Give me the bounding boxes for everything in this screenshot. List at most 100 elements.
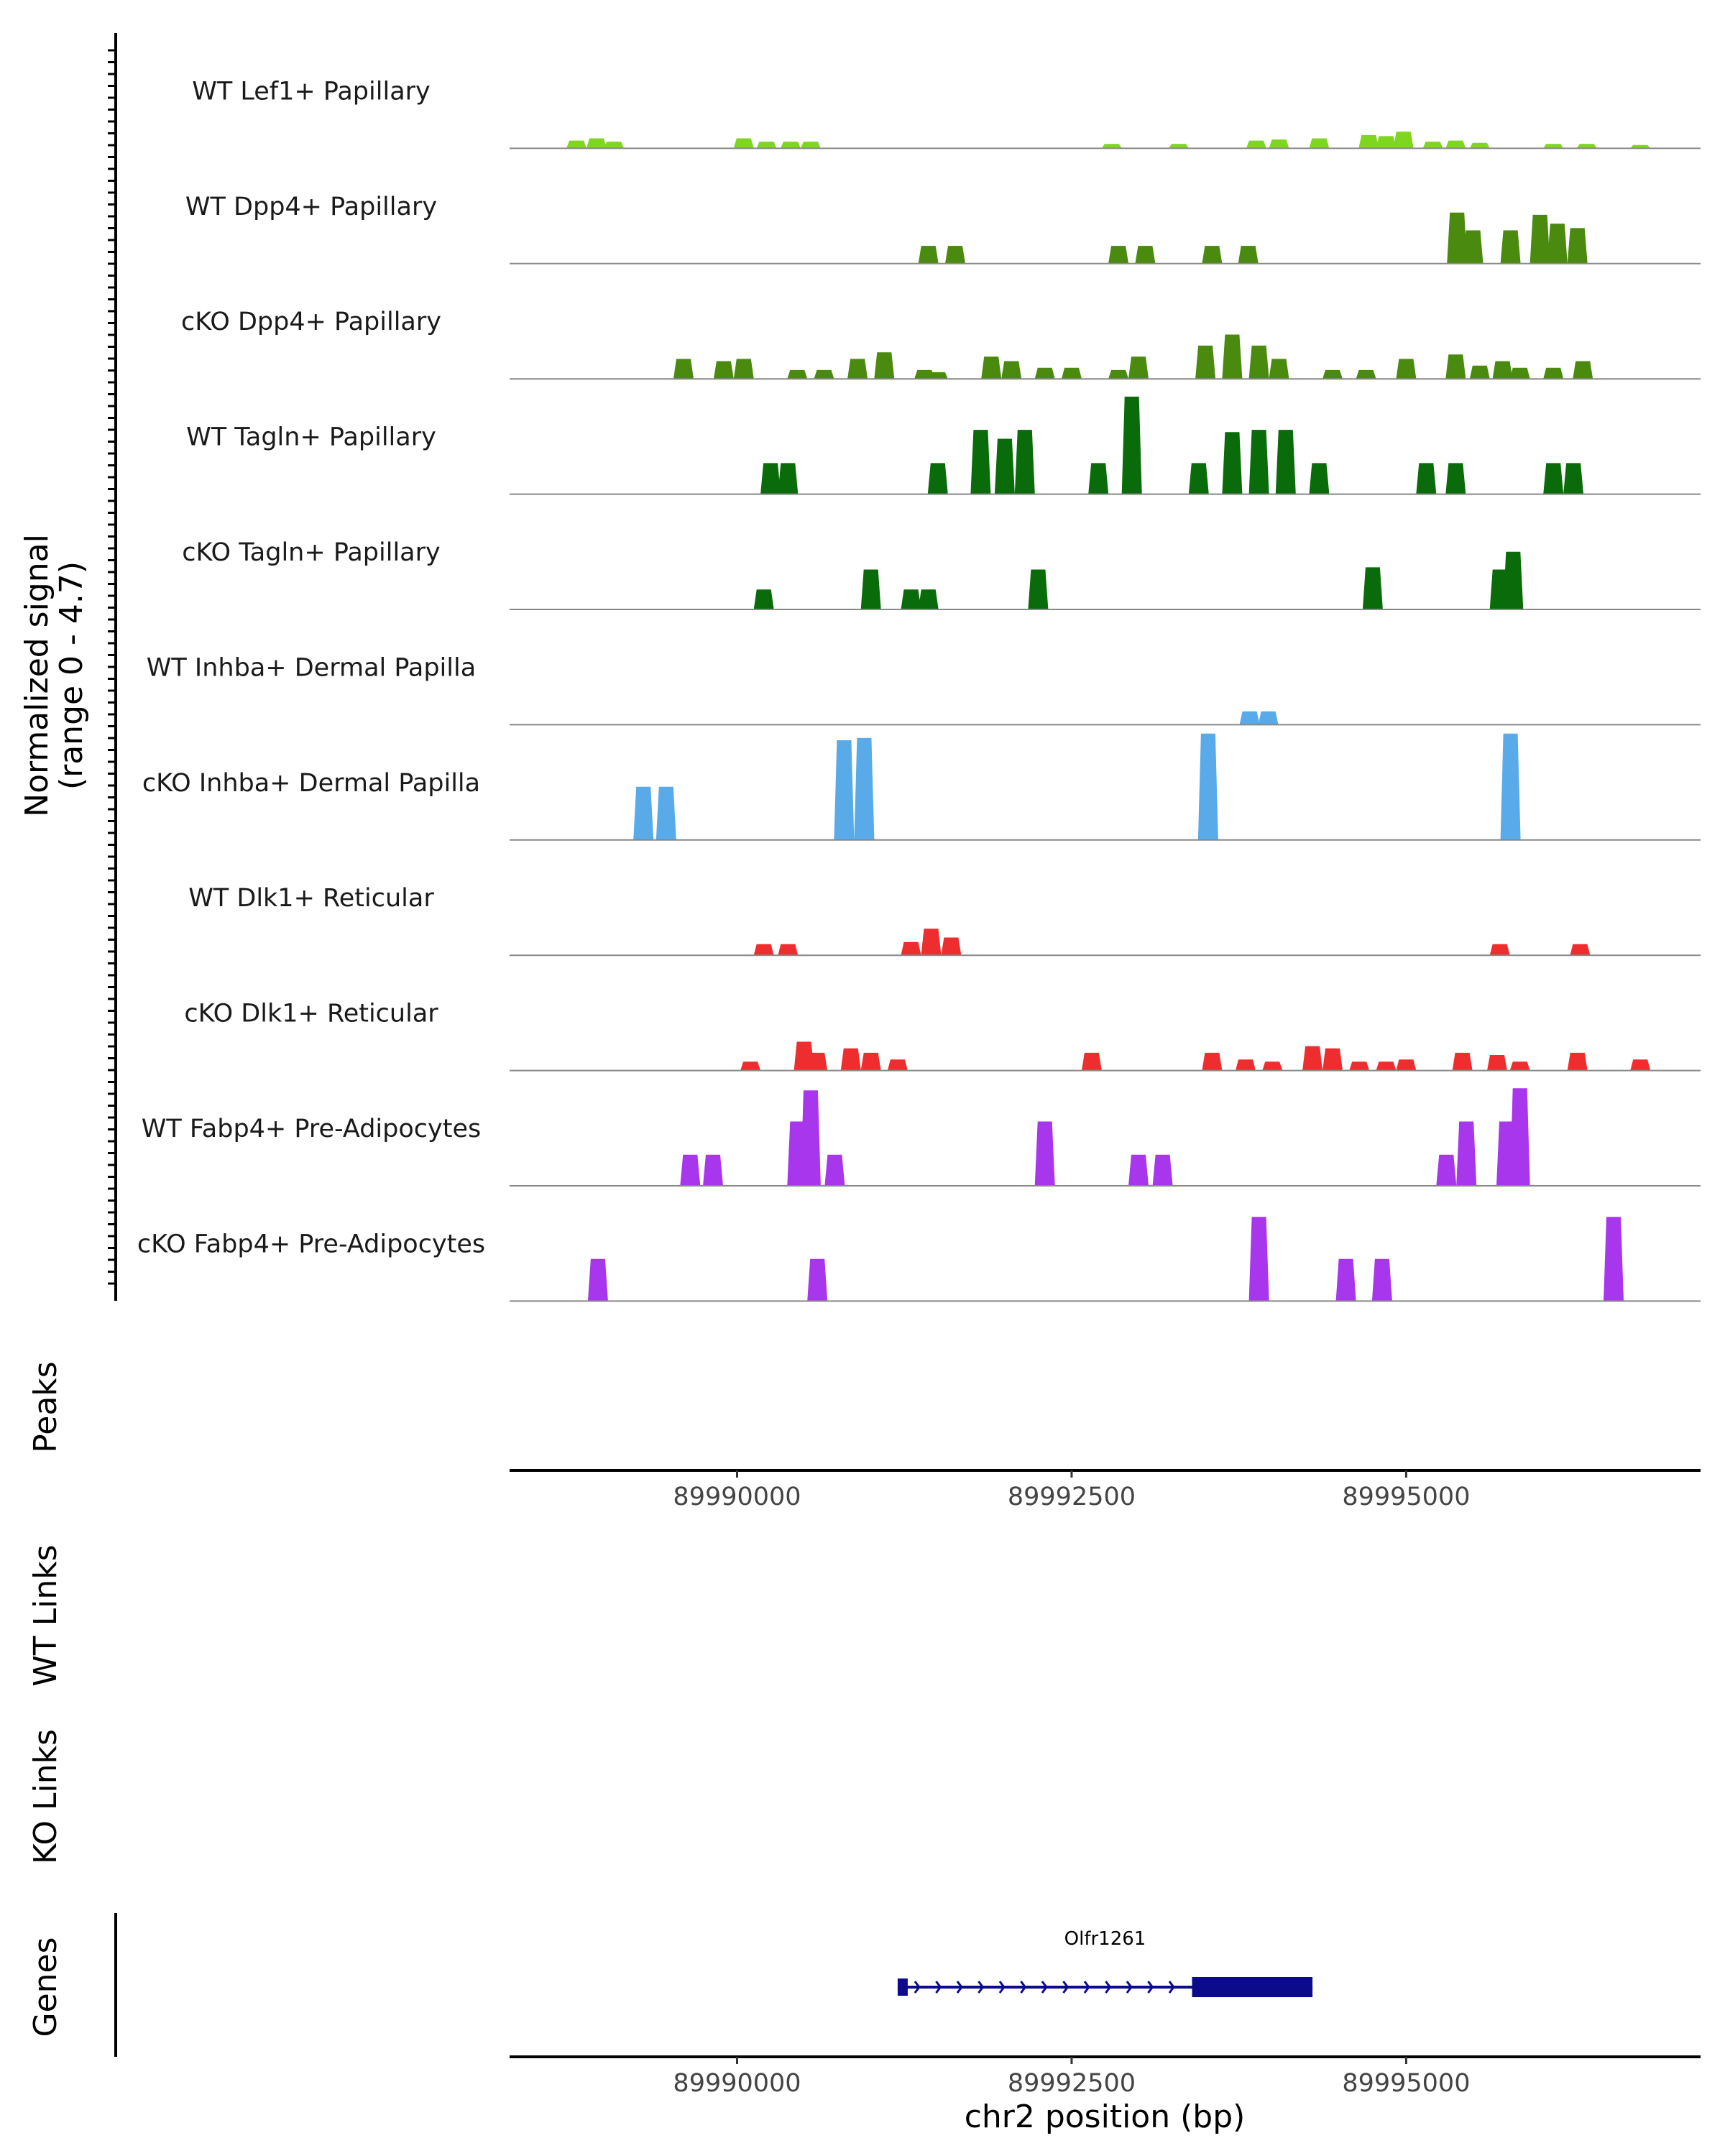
coverage-peak [1371, 1258, 1392, 1302]
coverage-peak [1197, 733, 1218, 840]
coverage-peak [1445, 354, 1466, 379]
gene-utr-exon [897, 1978, 908, 1996]
coverage-peak [1028, 569, 1049, 609]
track-label: WT Tagln+ Papillary [186, 423, 436, 452]
strand-arrow [978, 1981, 985, 1994]
coverage-peak [587, 1258, 608, 1302]
coverage-peak [860, 1052, 881, 1071]
coverage-peak [1567, 1052, 1588, 1071]
strand-arrow [1168, 1981, 1175, 1994]
x-axis-title: chr2 position (bp) [965, 2099, 1246, 2135]
strand-arrow [1105, 1981, 1112, 1994]
coverage-peak [1500, 230, 1521, 264]
coverage-peak [781, 142, 801, 149]
track-2: WT Dpp4+ Papillary [185, 193, 1701, 264]
coverage-peak [1463, 230, 1484, 264]
coverage-peak [1604, 1217, 1624, 1302]
coverage-peak [1445, 463, 1466, 494]
coverage-peak [1492, 361, 1513, 379]
coverage-peak [1543, 367, 1564, 379]
coverage-peak [1469, 142, 1490, 149]
coverage-peak [1062, 367, 1082, 379]
coverage-peak [927, 372, 948, 379]
strand-arrow [1041, 1981, 1048, 1994]
coverage-peak [800, 142, 821, 149]
coverage-peak [927, 463, 948, 494]
coverage-peak [1530, 214, 1550, 264]
coverage-peak [1101, 144, 1122, 149]
gene-model: Olfr1261 [897, 1928, 1313, 1997]
coverage-peak [566, 140, 587, 149]
track-label: cKO Dpp4+ Papillary [181, 308, 441, 336]
coverage-peak [1238, 246, 1259, 264]
coverage-peak [1509, 1088, 1530, 1186]
track-label: cKO Fabp4+ Pre-Adipocytes [137, 1230, 485, 1258]
coverage-peak [1248, 1217, 1269, 1302]
coverage-peak [918, 589, 939, 609]
coverage-peak [1563, 463, 1584, 494]
coverage-peak [1543, 144, 1564, 149]
coverage-peak [1509, 367, 1530, 379]
coverage-peak [1567, 228, 1588, 264]
gene-coding-exon [1192, 1977, 1313, 1997]
lower-x-axis-ticks: 89990000 89992500 89995000 [673, 2057, 1470, 2098]
coverage-peak [1376, 1061, 1397, 1071]
track-4: WT Tagln+ Papillary [186, 396, 1701, 495]
strand-arrow [1062, 1981, 1070, 1994]
coverage-peak [1081, 1052, 1102, 1071]
coverage-peak [1239, 711, 1260, 725]
coverage-peak [1452, 1052, 1473, 1071]
coverage-peak [970, 430, 991, 494]
coverage-peak [847, 359, 868, 379]
track-6: WT Inhba+ Dermal Papilla [147, 653, 1701, 726]
coverage-peak [1322, 1048, 1343, 1071]
strand-arrow [1020, 1981, 1027, 1994]
coverage-peak [807, 1052, 828, 1071]
coverage-peak [1393, 132, 1414, 149]
coverage-peak [703, 1154, 723, 1186]
coverage-peak [1088, 463, 1109, 494]
ko-links-panel-label: KO Links [27, 1729, 64, 1864]
coverage-peak [1108, 369, 1129, 379]
coverage-peak [1302, 1046, 1323, 1071]
coverage-peak [1202, 1052, 1223, 1071]
coverage-peak [994, 438, 1015, 494]
x-tick-label: 89992500 [1008, 1483, 1136, 1511]
x-tick-label: 89995000 [1342, 1483, 1470, 1511]
coverage-peak [656, 786, 676, 840]
coverage-peak [740, 1061, 761, 1071]
y-axis-title: Normalized signal (range 0 - 4.7) [19, 534, 90, 817]
gene-name: Olfr1261 [1064, 1928, 1146, 1950]
track-10: WT Fabp4+ Pre-Adipocytes [142, 1088, 1701, 1187]
coverage-peak [1456, 1121, 1477, 1186]
coverage-peak [1248, 430, 1269, 494]
coverage-peak [756, 142, 777, 149]
coverage-peak [887, 1059, 908, 1071]
coverage-peak [753, 589, 774, 609]
coverage-peak [824, 1154, 845, 1186]
coverage-peak [945, 246, 965, 264]
track-11: cKO Fabp4+ Pre-Adipocytes [137, 1217, 1701, 1302]
coverage-tracks: WT Lef1+ Papillary WT Dpp4+ Papillary cKO … [137, 77, 1701, 1302]
strand-arrow [1126, 1981, 1133, 1994]
strand-arrow [914, 1981, 921, 1994]
coverage-peak [1436, 1154, 1457, 1186]
coverage-peak [1108, 246, 1129, 264]
coverage-peak [807, 1258, 828, 1302]
y-axis-title-line1: Normalized signal [19, 534, 55, 817]
coverage-peak [1509, 1061, 1530, 1071]
x-tick-label: 89995000 [1342, 2069, 1470, 2098]
coverage-peak [814, 369, 834, 379]
coverage-peak [918, 246, 939, 264]
coverage-peak [901, 941, 921, 956]
x-tick-label: 89990000 [673, 2069, 801, 2098]
x-tick-label: 89992500 [1008, 2069, 1136, 2098]
track-8: WT Dlk1+ Reticular [188, 884, 1701, 957]
strand-arrow [956, 1981, 963, 1994]
track-3: cKO Dpp4+ Papillary [181, 308, 1701, 380]
coverage-peak [586, 138, 607, 149]
coverage-peak [1222, 334, 1243, 379]
coverage-peak [1262, 1061, 1283, 1071]
coverage-peak [1001, 361, 1022, 379]
